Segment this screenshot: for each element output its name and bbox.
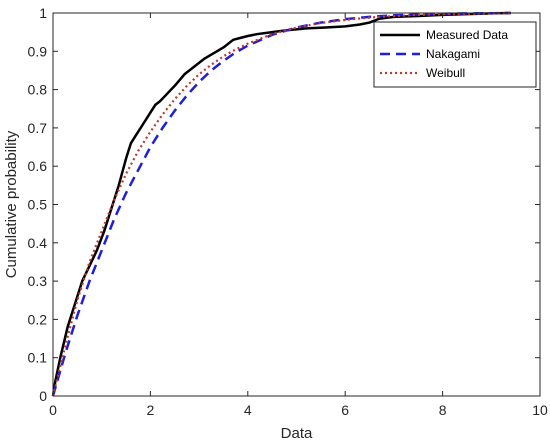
- series-line-measured-data: [51, 11, 511, 397]
- y-tick-label: 1: [39, 5, 47, 21]
- y-tick-label: 0: [39, 388, 47, 404]
- legend-label: Measured Data: [426, 28, 508, 42]
- x-tick-label: 4: [244, 402, 252, 418]
- series-line-weibull: [51, 12, 511, 397]
- legend-label: Nakagami: [426, 47, 480, 61]
- y-tick-label: 0.7: [28, 120, 48, 136]
- x-tick-label: 10: [532, 402, 548, 418]
- x-tick-label: 8: [439, 402, 447, 418]
- y-tick-label: 0.5: [28, 197, 48, 213]
- y-tick-label: 0.4: [28, 235, 48, 251]
- legend-label: Weibull: [426, 66, 465, 80]
- y-tick-label: 0.9: [28, 43, 48, 59]
- x-axis-label: Data: [281, 425, 313, 442]
- y-tick-label: 0.3: [28, 273, 48, 289]
- x-tick-label: 0: [49, 402, 57, 418]
- y-tick-label: 0.1: [28, 350, 48, 366]
- y-axis-label: Cumulative probability: [3, 130, 20, 278]
- series-layer: [51, 11, 511, 397]
- y-tick-label: 0.8: [28, 82, 48, 98]
- legend: Measured Data Nakagami Weibull: [373, 21, 537, 88]
- ticks-layer: 0 2 4 6 8 10 0 0.1 0.2 0.3 0.4 0.5 0.6 0.7 0.8 0.9 1: [28, 5, 548, 418]
- y-tick-label: 0.6: [28, 158, 48, 174]
- x-tick-label: 6: [341, 402, 349, 418]
- y-tick-label: 0.2: [28, 311, 48, 327]
- series-line-nakagami: [51, 11, 511, 397]
- x-tick-label: 2: [147, 402, 155, 418]
